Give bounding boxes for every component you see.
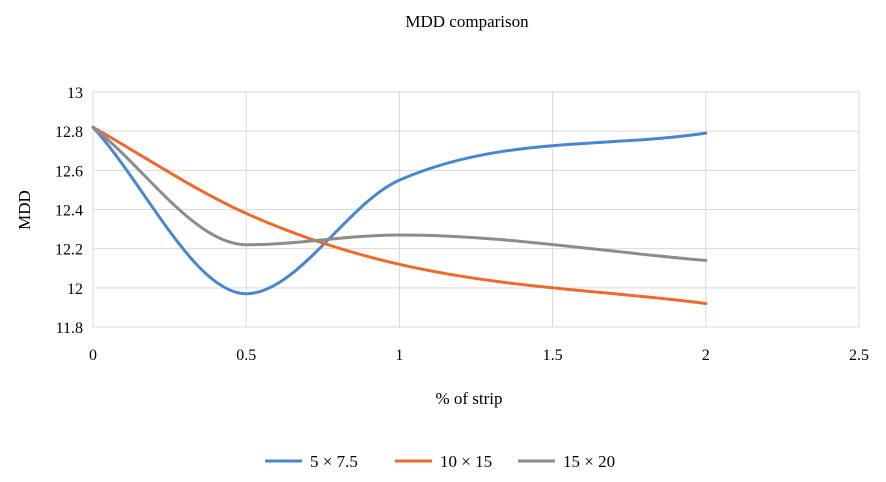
x-axis-ticks: 0 0.5 1 1.5 2 2.5 — [89, 347, 869, 364]
y-tick-label: 12 — [67, 281, 83, 298]
y-tick-label: 12.6 — [55, 163, 83, 180]
x-tick-label: 2.5 — [849, 347, 869, 364]
y-axis-label: MDD — [15, 190, 34, 230]
x-tick-label: 1 — [395, 347, 403, 364]
y-tick-label: 12.4 — [55, 203, 83, 220]
y-axis-ticks: 11.8 12 12.2 12.4 12.6 12.8 13 — [55, 85, 83, 337]
x-tick-label: 0 — [89, 347, 97, 364]
series-lines — [91, 125, 708, 305]
legend: 5 × 7.5 10 × 15 15 × 20 — [265, 452, 615, 471]
x-tick-label: 0.5 — [236, 347, 256, 364]
series-line-2 — [91, 125, 708, 305]
gridlines — [92, 91, 860, 328]
legend-label: 10 × 15 — [440, 452, 492, 471]
chart-title: MDD comparison — [405, 12, 529, 31]
x-tick-label: 1.5 — [543, 347, 563, 364]
legend-label: 5 × 7.5 — [310, 452, 358, 471]
y-tick-label: 12.2 — [55, 242, 83, 259]
series-line-3 — [91, 125, 708, 262]
x-axis-label: % of strip — [435, 389, 502, 408]
x-tick-label: 2 — [702, 347, 710, 364]
y-tick-label: 13 — [67, 85, 83, 102]
legend-label: 15 × 20 — [563, 452, 615, 471]
y-tick-label: 11.8 — [56, 320, 83, 337]
series-line-1 — [91, 125, 708, 296]
y-tick-label: 12.8 — [55, 124, 83, 141]
